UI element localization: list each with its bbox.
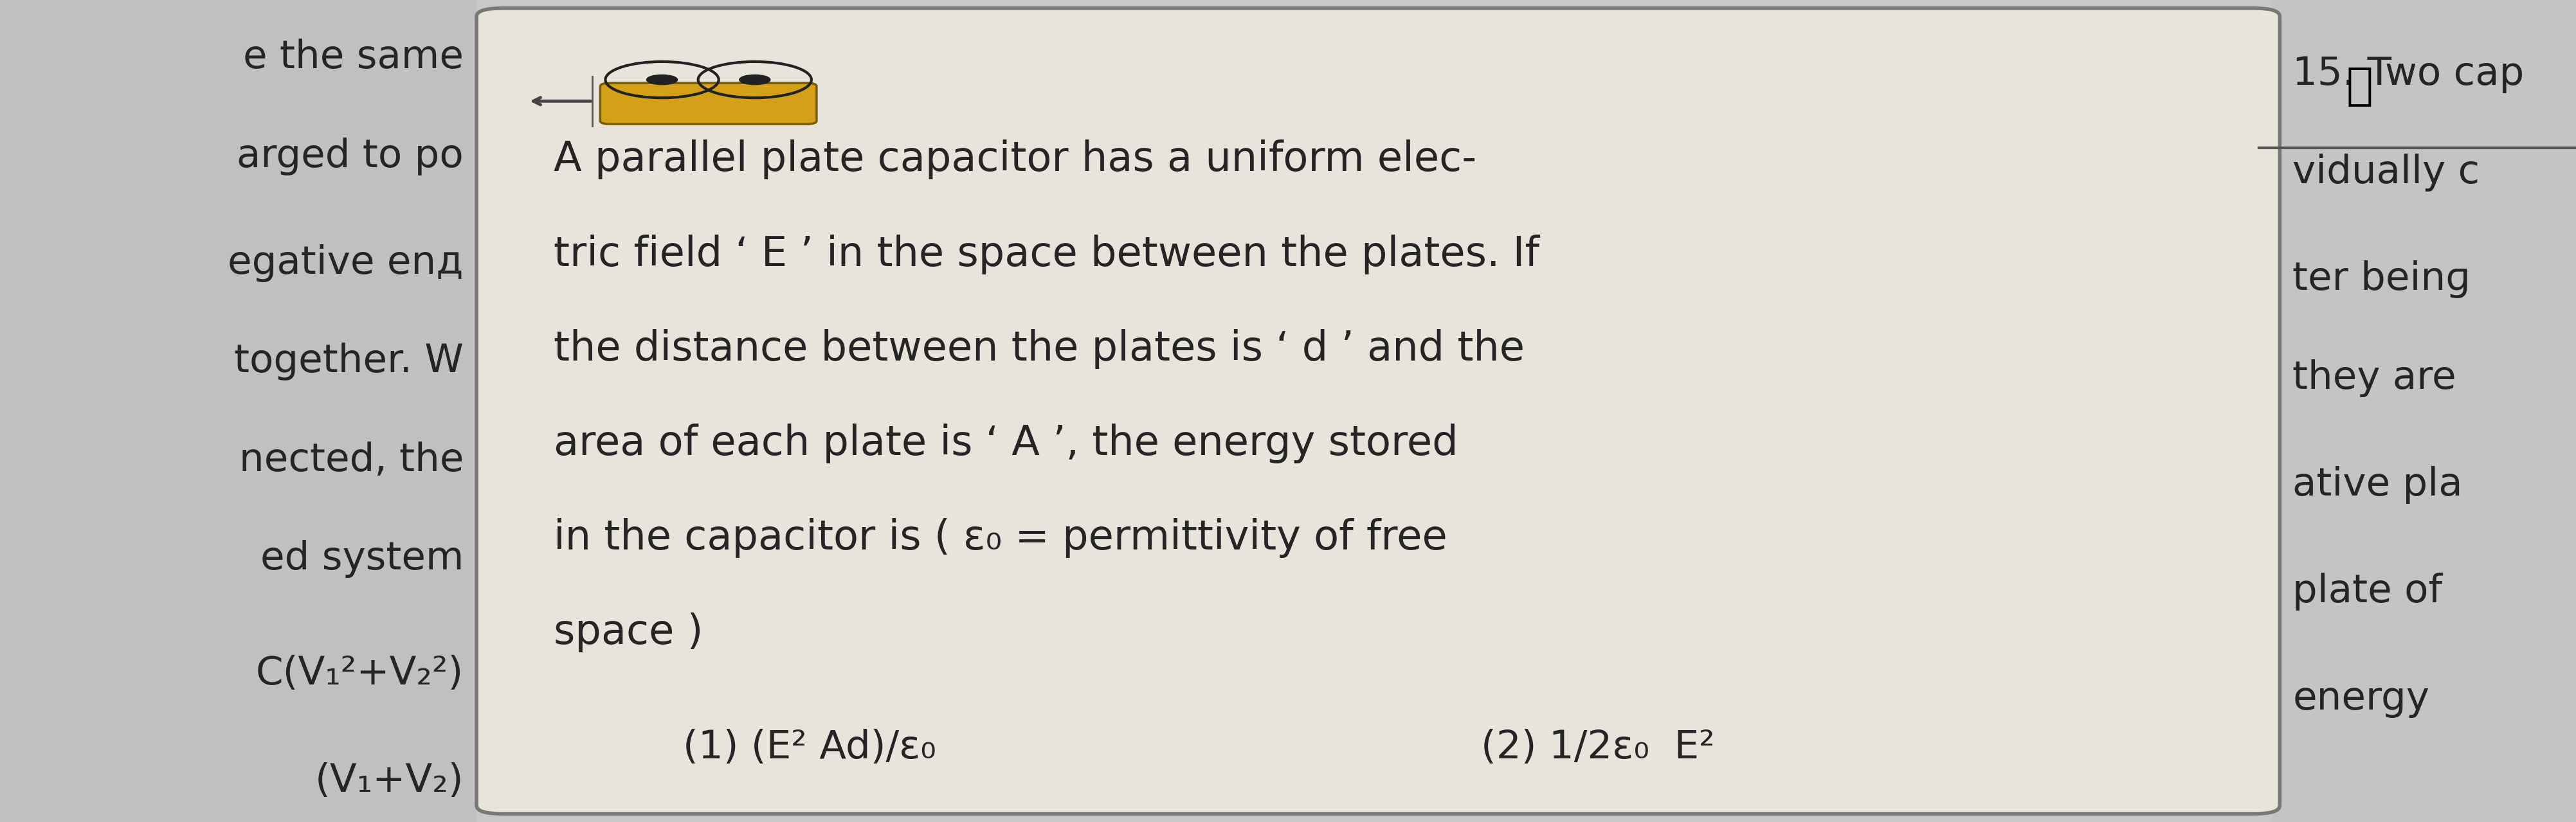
Text: tric field ‘ E ’ in the space between the plates. If: tric field ‘ E ’ in the space between th… xyxy=(554,234,1540,274)
Text: vidually c: vidually c xyxy=(2293,154,2481,192)
Text: space ): space ) xyxy=(554,612,703,652)
Text: arged to pо: arged to pо xyxy=(237,137,464,175)
Text: 15. Two cap: 15. Two cap xyxy=(2293,55,2524,93)
Text: they are: they are xyxy=(2293,359,2458,397)
FancyBboxPatch shape xyxy=(0,0,477,822)
Text: ter beinɡ: ter beinɡ xyxy=(2293,261,2470,298)
Text: (2) 1/2ε₀  E²: (2) 1/2ε₀ E² xyxy=(1481,729,1716,767)
Text: C(V₁²+V₂²): C(V₁²+V₂²) xyxy=(255,655,464,693)
Text: energy: energy xyxy=(2293,680,2429,718)
Circle shape xyxy=(739,75,770,85)
Text: the distance between the plates is ‘ d ’ and the: the distance between the plates is ‘ d ’… xyxy=(554,329,1525,368)
Text: ative pla: ative pla xyxy=(2293,466,2463,504)
FancyBboxPatch shape xyxy=(477,8,2280,814)
Text: (V₁+V₂): (V₁+V₂) xyxy=(314,762,464,800)
Text: in the capacitor is ( ε₀ = permittivity of free: in the capacitor is ( ε₀ = permittivity … xyxy=(554,518,1448,557)
Text: plate of: plate of xyxy=(2293,573,2442,611)
Text: area of each plate is ‘ A ’, the energy stored: area of each plate is ‘ A ’, the energy … xyxy=(554,423,1458,463)
Text: (1) (E² Ad)/ε₀: (1) (E² Ad)/ε₀ xyxy=(683,729,935,767)
Text: 🖥: 🖥 xyxy=(2347,65,2372,108)
FancyBboxPatch shape xyxy=(2272,0,2576,822)
FancyBboxPatch shape xyxy=(600,83,817,124)
Text: A parallel plate capacitor has a uniform elec-: A parallel plate capacitor has a uniform… xyxy=(554,140,1476,179)
Text: e the samе: e the samе xyxy=(242,39,464,76)
Text: еd systеm: еd systеm xyxy=(260,540,464,578)
Text: together. W: together. W xyxy=(234,343,464,381)
Circle shape xyxy=(647,75,677,85)
Text: еgative enд: еgative enд xyxy=(227,244,464,282)
Text: nеctеd, thе: nеctеd, thе xyxy=(240,441,464,479)
